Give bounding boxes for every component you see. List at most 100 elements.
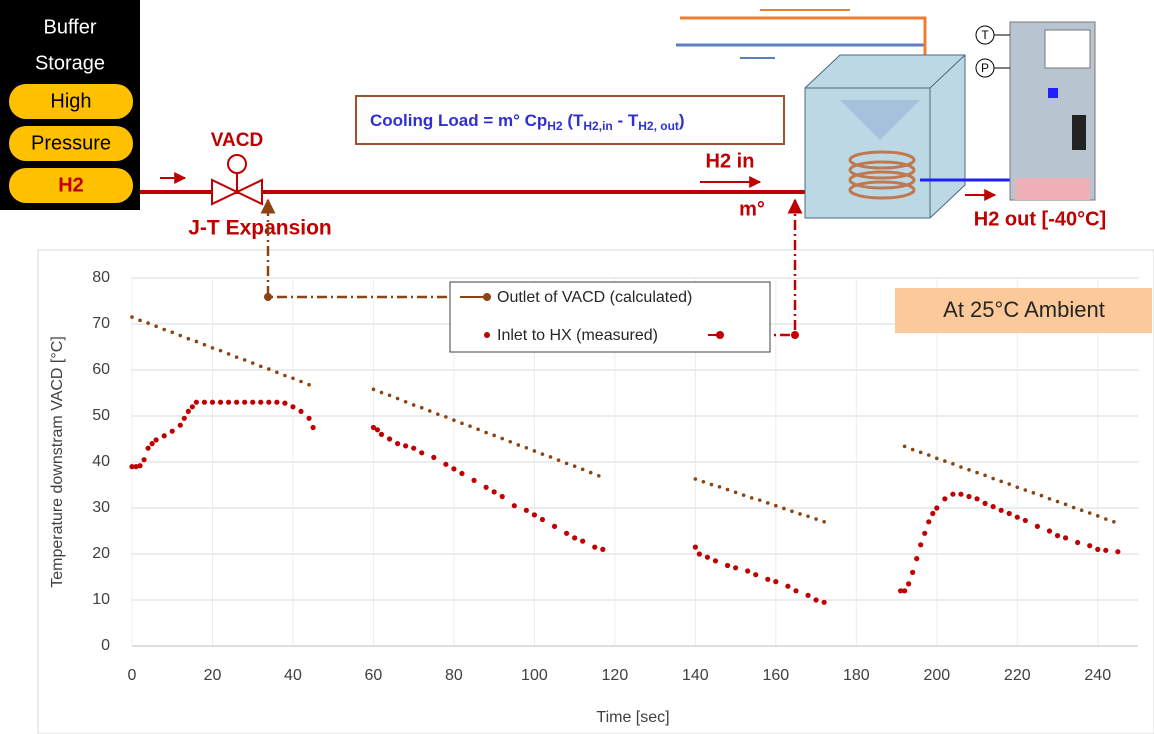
data-point — [1115, 549, 1120, 554]
data-point — [251, 361, 255, 365]
data-point — [697, 551, 702, 556]
data-point — [926, 519, 931, 524]
data-point — [1015, 486, 1019, 490]
data-point — [552, 524, 557, 529]
pill-label: H2 — [58, 174, 84, 196]
data-point — [549, 455, 553, 459]
data-point — [773, 579, 778, 584]
data-point — [227, 352, 231, 356]
data-point — [951, 462, 955, 466]
data-point — [782, 507, 786, 511]
data-point — [774, 504, 778, 508]
data-point — [745, 568, 750, 573]
x-tick-label: 0 — [128, 667, 137, 684]
legend-marker — [483, 293, 491, 301]
formula: Cooling Load = m° CpH2 (TH2,in - TH2, ou… — [370, 111, 685, 133]
data-point — [1032, 491, 1036, 495]
data-point — [600, 547, 605, 552]
formula-part: H2,in — [583, 119, 612, 133]
data-point — [459, 471, 464, 476]
x-tick-label: 60 — [365, 667, 383, 684]
data-point — [1064, 503, 1068, 507]
x-tick-label: 220 — [1004, 667, 1031, 684]
data-point — [982, 501, 987, 506]
data-point — [1024, 488, 1028, 492]
data-point — [999, 480, 1003, 484]
data-point — [930, 511, 935, 516]
data-point — [983, 474, 987, 478]
data-point — [911, 448, 915, 452]
data-point — [259, 365, 263, 369]
y-tick-label: 40 — [92, 453, 110, 470]
hx-box — [805, 55, 965, 218]
data-point — [557, 458, 561, 462]
data-point — [1048, 497, 1052, 501]
data-point — [1055, 533, 1060, 538]
data-point — [451, 466, 456, 471]
data-point — [597, 474, 601, 478]
data-point — [589, 471, 593, 475]
data-point — [742, 493, 746, 497]
data-point — [1112, 520, 1116, 524]
data-point — [444, 415, 448, 419]
data-point — [275, 371, 279, 375]
data-point — [412, 403, 416, 407]
y-axis-title: Temperature downstram VACD [°C] — [49, 336, 66, 588]
data-point — [1007, 482, 1011, 486]
data-point — [694, 477, 698, 481]
mass-flow-label: m° — [739, 198, 765, 220]
data-point — [182, 416, 187, 421]
data-point — [210, 400, 215, 405]
data-point — [146, 321, 150, 325]
x-tick-label: 20 — [204, 667, 222, 684]
data-point — [734, 491, 738, 495]
data-point — [484, 431, 488, 435]
data-point — [500, 494, 505, 499]
data-point — [178, 334, 182, 338]
data-point — [967, 468, 971, 472]
data-point — [420, 406, 424, 410]
y-tick-label: 70 — [92, 315, 110, 332]
formula-part: - T — [613, 111, 639, 130]
x-tick-label: 160 — [762, 667, 789, 684]
data-point — [202, 400, 207, 405]
data-point — [765, 577, 770, 582]
data-point — [419, 450, 424, 455]
data-point — [141, 457, 146, 462]
data-point — [310, 425, 315, 430]
data-point — [814, 517, 818, 521]
data-point — [517, 443, 521, 447]
data-point — [154, 437, 159, 442]
data-point — [524, 508, 529, 513]
data-point — [950, 492, 955, 497]
data-point — [282, 401, 287, 406]
data-point — [298, 409, 303, 414]
data-point — [299, 380, 303, 384]
data-point — [935, 457, 939, 461]
data-point — [476, 428, 480, 432]
valve-label: VACD — [211, 130, 263, 151]
data-point — [170, 429, 175, 434]
data-point — [372, 388, 376, 392]
x-tick-label: 240 — [1084, 667, 1111, 684]
data-point — [380, 391, 384, 395]
data-point — [267, 367, 271, 371]
expansion-label: J-T Expansion — [188, 217, 332, 240]
data-point — [396, 397, 400, 401]
formula-part: H2 — [547, 119, 563, 133]
data-point — [793, 588, 798, 593]
data-point — [178, 423, 183, 428]
dispenser-base — [1015, 178, 1090, 200]
valve-icon — [1048, 88, 1058, 98]
data-point — [452, 418, 456, 422]
y-tick-label: 60 — [92, 361, 110, 378]
x-tick-label: 100 — [521, 667, 548, 684]
data-point — [243, 358, 247, 362]
data-point — [766, 501, 770, 505]
data-point — [194, 400, 199, 405]
data-point — [500, 437, 504, 441]
data-point — [918, 542, 923, 547]
data-point — [572, 535, 577, 540]
data-point — [154, 325, 158, 329]
data-point — [403, 443, 408, 448]
